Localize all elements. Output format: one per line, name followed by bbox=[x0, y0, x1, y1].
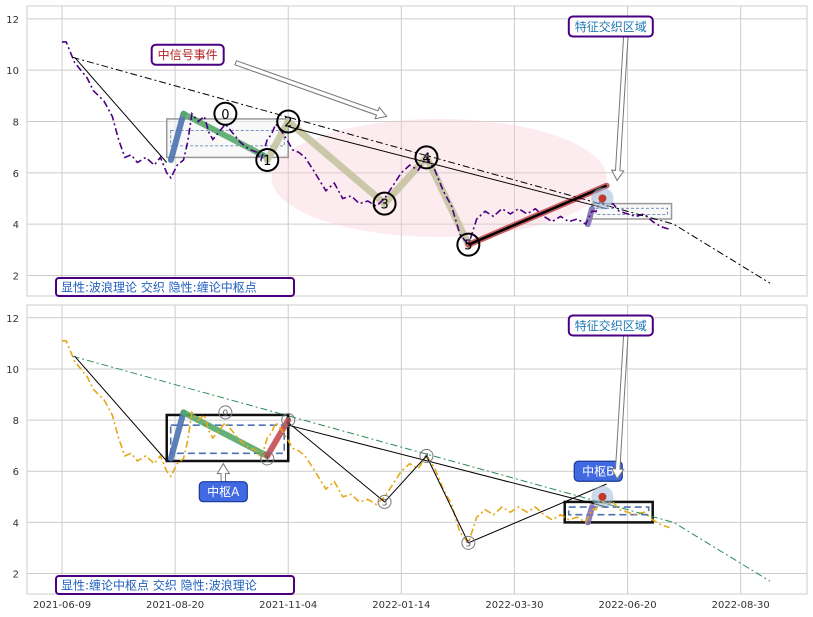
zhongshu-inner-box bbox=[567, 506, 650, 516]
zone-inner-box bbox=[170, 130, 285, 147]
series-line bbox=[62, 340, 670, 545]
x-tick-label: 2021-08-20 bbox=[146, 600, 204, 611]
wave-point-marker bbox=[456, 232, 481, 257]
annotation-box bbox=[567, 314, 654, 337]
y-tick-label: 12 bbox=[6, 15, 19, 26]
wave-segment bbox=[167, 110, 187, 163]
wave-point-marker bbox=[260, 451, 275, 466]
wave-point-label: 0 bbox=[221, 108, 229, 123]
annotation-box bbox=[567, 15, 654, 38]
series-line bbox=[288, 424, 607, 508]
mode-label-text: 显性:缠论中枢点 交织 隐性:波浪理论 bbox=[61, 578, 257, 593]
wave-point-marker bbox=[213, 101, 238, 126]
wave-segment bbox=[584, 504, 595, 526]
wave-point-label: 1 bbox=[264, 455, 270, 465]
series-line bbox=[74, 355, 168, 462]
annotation-label: 特征交织区域 bbox=[575, 318, 647, 333]
x-tick-label: 2022-08-30 bbox=[712, 600, 770, 611]
wave-point-marker bbox=[281, 413, 296, 428]
wave-point-label: 5 bbox=[465, 539, 471, 549]
annotation-box bbox=[150, 43, 225, 66]
wave-point-marker bbox=[461, 535, 476, 550]
wave-point-marker bbox=[419, 448, 434, 463]
wave-segment bbox=[423, 153, 472, 249]
highlight-dot bbox=[598, 492, 607, 501]
y-tick-label: 8 bbox=[13, 117, 19, 128]
wave-segment bbox=[263, 118, 292, 164]
wave-point-label: 0 bbox=[223, 409, 229, 419]
annotation: 中信号事件 bbox=[150, 43, 225, 66]
wave-point-label: 3 bbox=[382, 498, 388, 508]
y-tick-label: 6 bbox=[13, 467, 19, 478]
wave-point-label: 4 bbox=[424, 452, 430, 462]
mode-label-box bbox=[55, 277, 295, 297]
mode-label-text: 显性:波浪理论 交织 隐性:缠论中枢点 bbox=[61, 280, 257, 295]
annotation-arrow bbox=[610, 35, 629, 182]
series-line bbox=[74, 56, 168, 163]
annotation: 中枢A bbox=[198, 481, 248, 503]
annotation-label: 中枢A bbox=[207, 484, 240, 499]
series-line bbox=[288, 126, 607, 210]
annotation-arrow bbox=[234, 60, 388, 120]
wave-point-label: 4 bbox=[422, 151, 430, 166]
y-tick-label: 10 bbox=[6, 66, 19, 77]
wave-point-label: 1 bbox=[263, 154, 271, 169]
annotation-arrow bbox=[610, 334, 629, 480]
annotation: 特征交织区域 bbox=[567, 314, 654, 337]
wave-point-marker bbox=[255, 147, 280, 172]
y-tick-label: 4 bbox=[13, 518, 19, 529]
annotation-label: 特征交织区域 bbox=[575, 19, 647, 34]
wave-point-label: 2 bbox=[284, 115, 292, 130]
y-tick-label: 6 bbox=[13, 169, 19, 180]
highlight-dot bbox=[598, 194, 607, 203]
x-tick-label: 2021-11-04 bbox=[259, 600, 317, 611]
wave-segment-core bbox=[467, 184, 608, 246]
y-tick-label: 8 bbox=[13, 416, 19, 427]
wave-point-marker bbox=[377, 494, 392, 509]
plot-area bbox=[26, 304, 808, 595]
wave-point-label: 5 bbox=[464, 239, 472, 254]
zhongshu-box bbox=[165, 413, 290, 463]
wave-point-label: 3 bbox=[380, 198, 388, 213]
annotation-label: 中枢B bbox=[582, 464, 614, 479]
x-tick-label: 2022-03-30 bbox=[485, 600, 543, 611]
mode-label: 显性:波浪理论 交织 隐性:缠论中枢点 bbox=[55, 277, 295, 297]
y-tick-label: 2 bbox=[13, 271, 19, 282]
wave-point-marker bbox=[414, 145, 439, 170]
y-tick-label: 4 bbox=[13, 220, 19, 231]
series-line bbox=[62, 41, 670, 247]
wave-point-marker bbox=[372, 191, 397, 216]
mode-label-box bbox=[55, 575, 295, 595]
annotation-label: 中信号事件 bbox=[158, 47, 218, 62]
y-tick-label: 10 bbox=[6, 365, 19, 376]
x-tick-label: 2021-06-09 bbox=[33, 600, 91, 611]
y-tick-label: 12 bbox=[6, 314, 19, 325]
x-tick-label: 2022-01-14 bbox=[372, 600, 430, 611]
annotation-box bbox=[198, 481, 248, 503]
wave-segment bbox=[284, 118, 389, 208]
annotation: 特征交织区域 bbox=[567, 15, 654, 38]
wave-segment bbox=[167, 409, 187, 462]
series-line bbox=[287, 422, 607, 544]
y-tick-label: 2 bbox=[13, 570, 19, 581]
annotation-arrow bbox=[216, 462, 231, 483]
wave-point-marker bbox=[276, 109, 301, 134]
wave-point-marker bbox=[218, 405, 233, 420]
wave-point-label: 2 bbox=[285, 417, 291, 427]
mode-label: 显性:缠论中枢点 交织 隐性:波浪理论 bbox=[55, 575, 295, 595]
x-tick-label: 2022-06-20 bbox=[598, 600, 656, 611]
